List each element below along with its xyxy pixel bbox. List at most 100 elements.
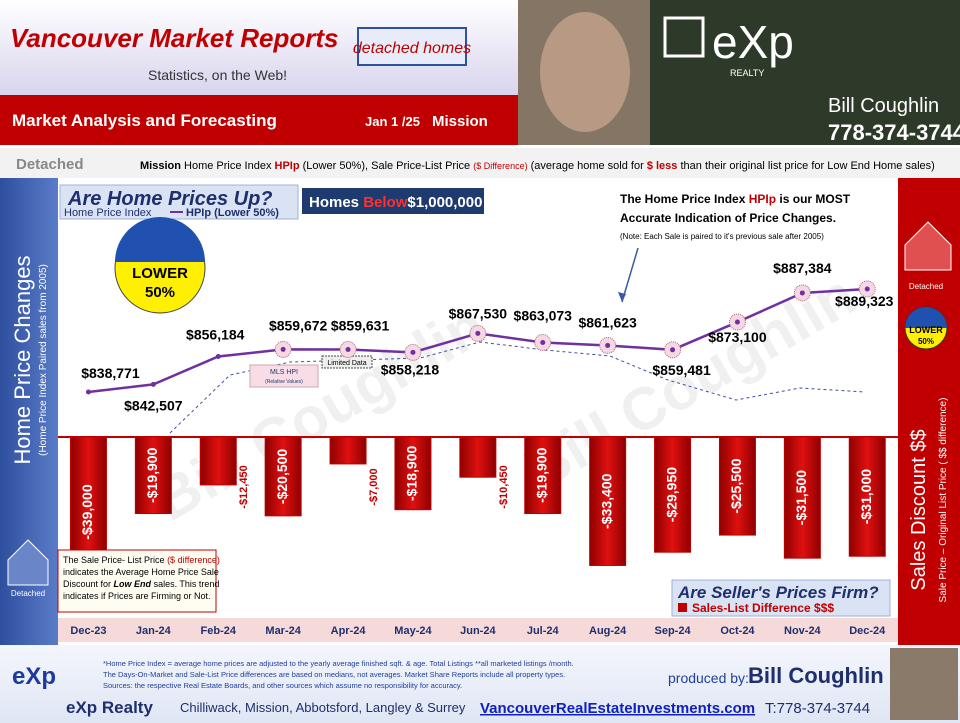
value-label: $889,323 (835, 293, 894, 309)
producer: Bill Coughlin (748, 663, 884, 688)
right-label: Detached (909, 282, 943, 291)
bar (524, 436, 562, 515)
x-tick-label: Sep-24 (655, 625, 692, 637)
footer-note: Sources: the respective Real Estate Boar… (103, 681, 462, 690)
note-part: Discount for (63, 579, 111, 589)
point (475, 330, 481, 336)
value-label: -$20,500 (274, 449, 290, 504)
note-arrow-head (618, 292, 626, 302)
right-badge-text: LOWER (909, 325, 943, 335)
value-label: -$10,450 (498, 465, 510, 508)
hpi-note-small: (Note: Each Sale is paired to it's previ… (620, 232, 824, 241)
hpi-note-part: The Home Price Index (620, 192, 746, 206)
note-part: sales. This trend (154, 579, 220, 589)
value-label: -$19,900 (533, 447, 549, 502)
point (864, 286, 870, 292)
value-label: -$31,000 (858, 469, 874, 524)
point (150, 381, 156, 387)
x-tick-label: Nov-24 (784, 625, 822, 637)
homes-part: $1,000,000 (407, 194, 482, 211)
note-part: Low End (114, 579, 152, 589)
site-title: Vancouver Market Reports (10, 23, 338, 53)
line-title-box (59, 184, 299, 220)
x-tick-label: Aug-24 (589, 625, 627, 637)
x-tick-label: May-24 (394, 625, 432, 637)
homes-text: Homes Below$1,000,000 (309, 194, 482, 211)
discount-note: Discount for Low End sales. This trend (63, 579, 219, 589)
badge: detached homes (353, 40, 471, 57)
subtitle-part: (average home sold for (531, 160, 644, 172)
hpi-note-part: is our MOST (779, 192, 850, 206)
left-title: Home Price Changes (10, 255, 35, 464)
plot: $838,771 $842,507 $856,184 $859,672 $859,631… (69, 260, 894, 637)
brand: eXp Realty (66, 698, 153, 717)
homes-part: Homes (309, 194, 359, 211)
point (345, 346, 351, 352)
value-label: $856,184 (186, 327, 245, 343)
bar (134, 436, 172, 515)
value-label: $887,384 (773, 260, 832, 276)
bar (459, 436, 497, 478)
x-tick-label: Jan-24 (136, 625, 172, 637)
website[interactable]: VancouverRealEstateInvestments.com (480, 700, 755, 717)
value-label: -$18,900 (404, 446, 420, 501)
category-strip (58, 618, 898, 642)
bar-title: Are Seller's Prices Firm? (677, 583, 879, 602)
areas: Chilliwack, Mission, Abbotsford, Langley… (180, 700, 466, 715)
report-date: Jan 1 /25 (365, 114, 420, 129)
footer-note: The Days-On-Market and Sale-List Price d… (103, 670, 565, 679)
footer-phone: T:778-374-3744 (765, 700, 870, 717)
logo: eXp (712, 16, 794, 68)
x-tick-label: Feb-24 (201, 625, 237, 637)
bar (329, 436, 367, 465)
homes-box (302, 188, 484, 214)
bar (264, 436, 302, 517)
point (280, 346, 286, 352)
logo-icon (663, 16, 705, 58)
value-label: $842,507 (124, 397, 183, 413)
house-icon (7, 539, 49, 586)
point (799, 290, 805, 296)
legend-swatch (678, 603, 687, 612)
point (605, 342, 611, 348)
value-label: -$12,450 (238, 465, 250, 508)
agent-name: Bill Coughlin (828, 95, 939, 117)
value-label: $858,218 (381, 361, 440, 377)
hpi-note-part: HPIp (749, 192, 776, 206)
value-label: $873,100 (708, 329, 767, 345)
x-tick-label: Jun-24 (460, 625, 496, 637)
footer-logo: eXp (12, 663, 56, 690)
badge-text: LOWER (132, 265, 188, 282)
hpi-note: The Home Price Index HPIp is our MOST (620, 192, 851, 206)
legend-label: HPIp (Lower 50%) (186, 207, 279, 219)
badge-text: 50% (145, 284, 175, 301)
value-label: $859,631 (331, 317, 390, 333)
x-tick-label: Jul-24 (527, 625, 560, 637)
footer-bg (0, 645, 960, 723)
value-label: -$29,950 (663, 467, 679, 522)
right-badge-top (905, 307, 947, 328)
value-label: -$33,400 (598, 473, 614, 528)
discount-note: indicates the Average Home Price Sale (63, 567, 219, 577)
point (540, 339, 546, 345)
bar (718, 436, 756, 536)
subtitle-part: (Lower 50%), Sale Price-List Price (303, 160, 471, 172)
point (85, 389, 91, 395)
x-tick-label: Dec-23 (70, 625, 106, 637)
badge-box (357, 27, 467, 66)
banner (0, 95, 518, 145)
line-subtitle: Home Price Index (64, 207, 152, 219)
point (215, 354, 221, 360)
bar (654, 436, 692, 553)
value-label: $863,073 (514, 307, 573, 323)
discount-note: The Sale Price- List Price ($ difference… (63, 555, 220, 565)
mls-label: MLS HPI (270, 369, 298, 376)
bar (199, 436, 237, 486)
point (670, 347, 676, 353)
agent-phone: 778-374-3744 (828, 120, 960, 145)
value-label: $838,771 (81, 365, 140, 381)
footer-note: *Home Price Index = average home prices … (103, 659, 574, 668)
value-label: $859,481 (652, 362, 711, 378)
